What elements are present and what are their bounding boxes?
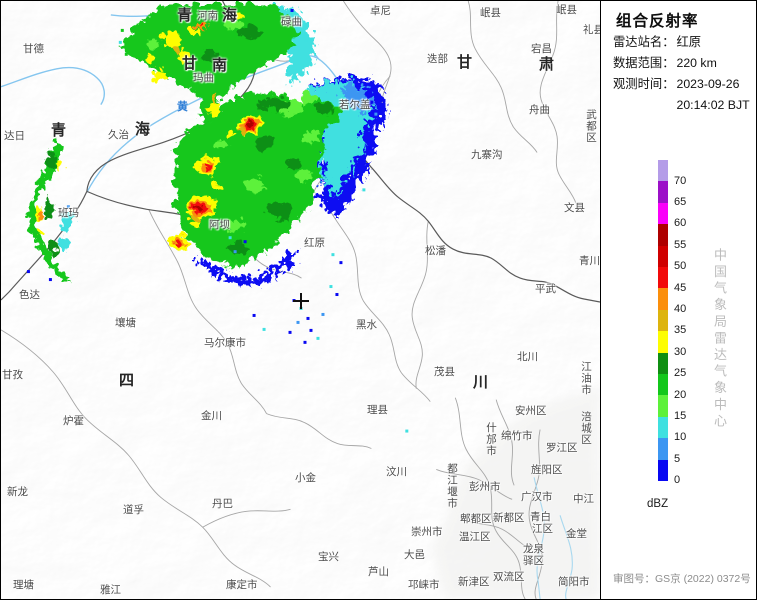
station-label: 雷达站名： bbox=[613, 35, 675, 49]
radar-echo-layer bbox=[24, 1, 409, 433]
legend-swatch bbox=[658, 331, 668, 353]
map-approval-number: 审图号：GS京 (2022) 0372号 bbox=[613, 573, 751, 585]
legend-tick-label: 30 bbox=[674, 345, 687, 358]
legend-tick-label: 65 bbox=[674, 195, 687, 208]
time-date: 2023-09-26 bbox=[676, 77, 740, 91]
legend-unit: dBZ bbox=[647, 498, 669, 510]
legend-swatch bbox=[658, 224, 668, 246]
product-title: 组合反射率 bbox=[616, 13, 699, 30]
range-label: 数据范围： bbox=[613, 56, 675, 70]
legend-swatch bbox=[658, 395, 668, 417]
map-area: 青河南海碌曲卓尼岷县岷县礼县甘德迭部甘宕昌肃甘南玛曲若尔盖舟曲武都区黄青久治海达… bbox=[1, 1, 601, 599]
time-clock: 20:14:02 BJT bbox=[676, 98, 750, 112]
range-row: 数据范围： 220 km bbox=[613, 53, 750, 74]
info-panel: 组合反射率 雷达站名： 红原 数据范围： 220 km 观测时间： 2023-0… bbox=[601, 1, 756, 599]
legend-swatch bbox=[658, 245, 668, 267]
legend-tick-label: 40 bbox=[674, 302, 687, 315]
legend-tick-label: 5 bbox=[674, 452, 681, 465]
legend-swatch bbox=[658, 309, 668, 332]
legend-swatch bbox=[658, 416, 668, 439]
legend-swatch bbox=[658, 267, 668, 289]
legend-swatch bbox=[658, 181, 668, 203]
legend-tick-label: 55 bbox=[674, 238, 687, 251]
legend-tick-label: 45 bbox=[674, 281, 687, 294]
legend-swatch bbox=[658, 438, 668, 460]
station-value: 红原 bbox=[676, 35, 702, 49]
legend-tick-label: 15 bbox=[674, 409, 687, 422]
metadata-block: 雷达站名： 红原 数据范围： 220 km 观测时间： 2023-09-26 2… bbox=[613, 32, 750, 116]
legend-swatch bbox=[658, 374, 668, 396]
time-value: 2023-09-26 20:14:02 BJT bbox=[677, 74, 750, 116]
legend-tick-label: 20 bbox=[674, 388, 687, 401]
legend-tick-label: 70 bbox=[674, 174, 687, 187]
legend-tick-label: 25 bbox=[674, 367, 687, 380]
legend-swatch bbox=[658, 459, 668, 481]
legend-tick-label: 10 bbox=[674, 431, 687, 444]
legend-swatch bbox=[658, 288, 668, 310]
legend-swatch bbox=[658, 202, 668, 225]
watermark: 中国气象局雷达气象中心 bbox=[712, 248, 727, 431]
range-value: 220 km bbox=[676, 56, 717, 70]
time-label: 观测时间： bbox=[613, 77, 675, 91]
legend-tick-label: 50 bbox=[674, 260, 687, 273]
legend-tick-label: 60 bbox=[674, 217, 687, 230]
legend-tick-label: 0 bbox=[674, 474, 681, 487]
legend-tick-label: 35 bbox=[674, 324, 687, 337]
legend-swatch bbox=[658, 352, 668, 374]
legend: 70 65 60 55 50 45 40 35 30 25 20 15 10 5 0 bbox=[658, 160, 748, 500]
station-row: 雷达站名： 红原 bbox=[613, 32, 750, 53]
time-row: 观测时间： 2023-09-26 20:14:02 BJT bbox=[613, 74, 750, 116]
legend-swatch bbox=[658, 160, 668, 182]
